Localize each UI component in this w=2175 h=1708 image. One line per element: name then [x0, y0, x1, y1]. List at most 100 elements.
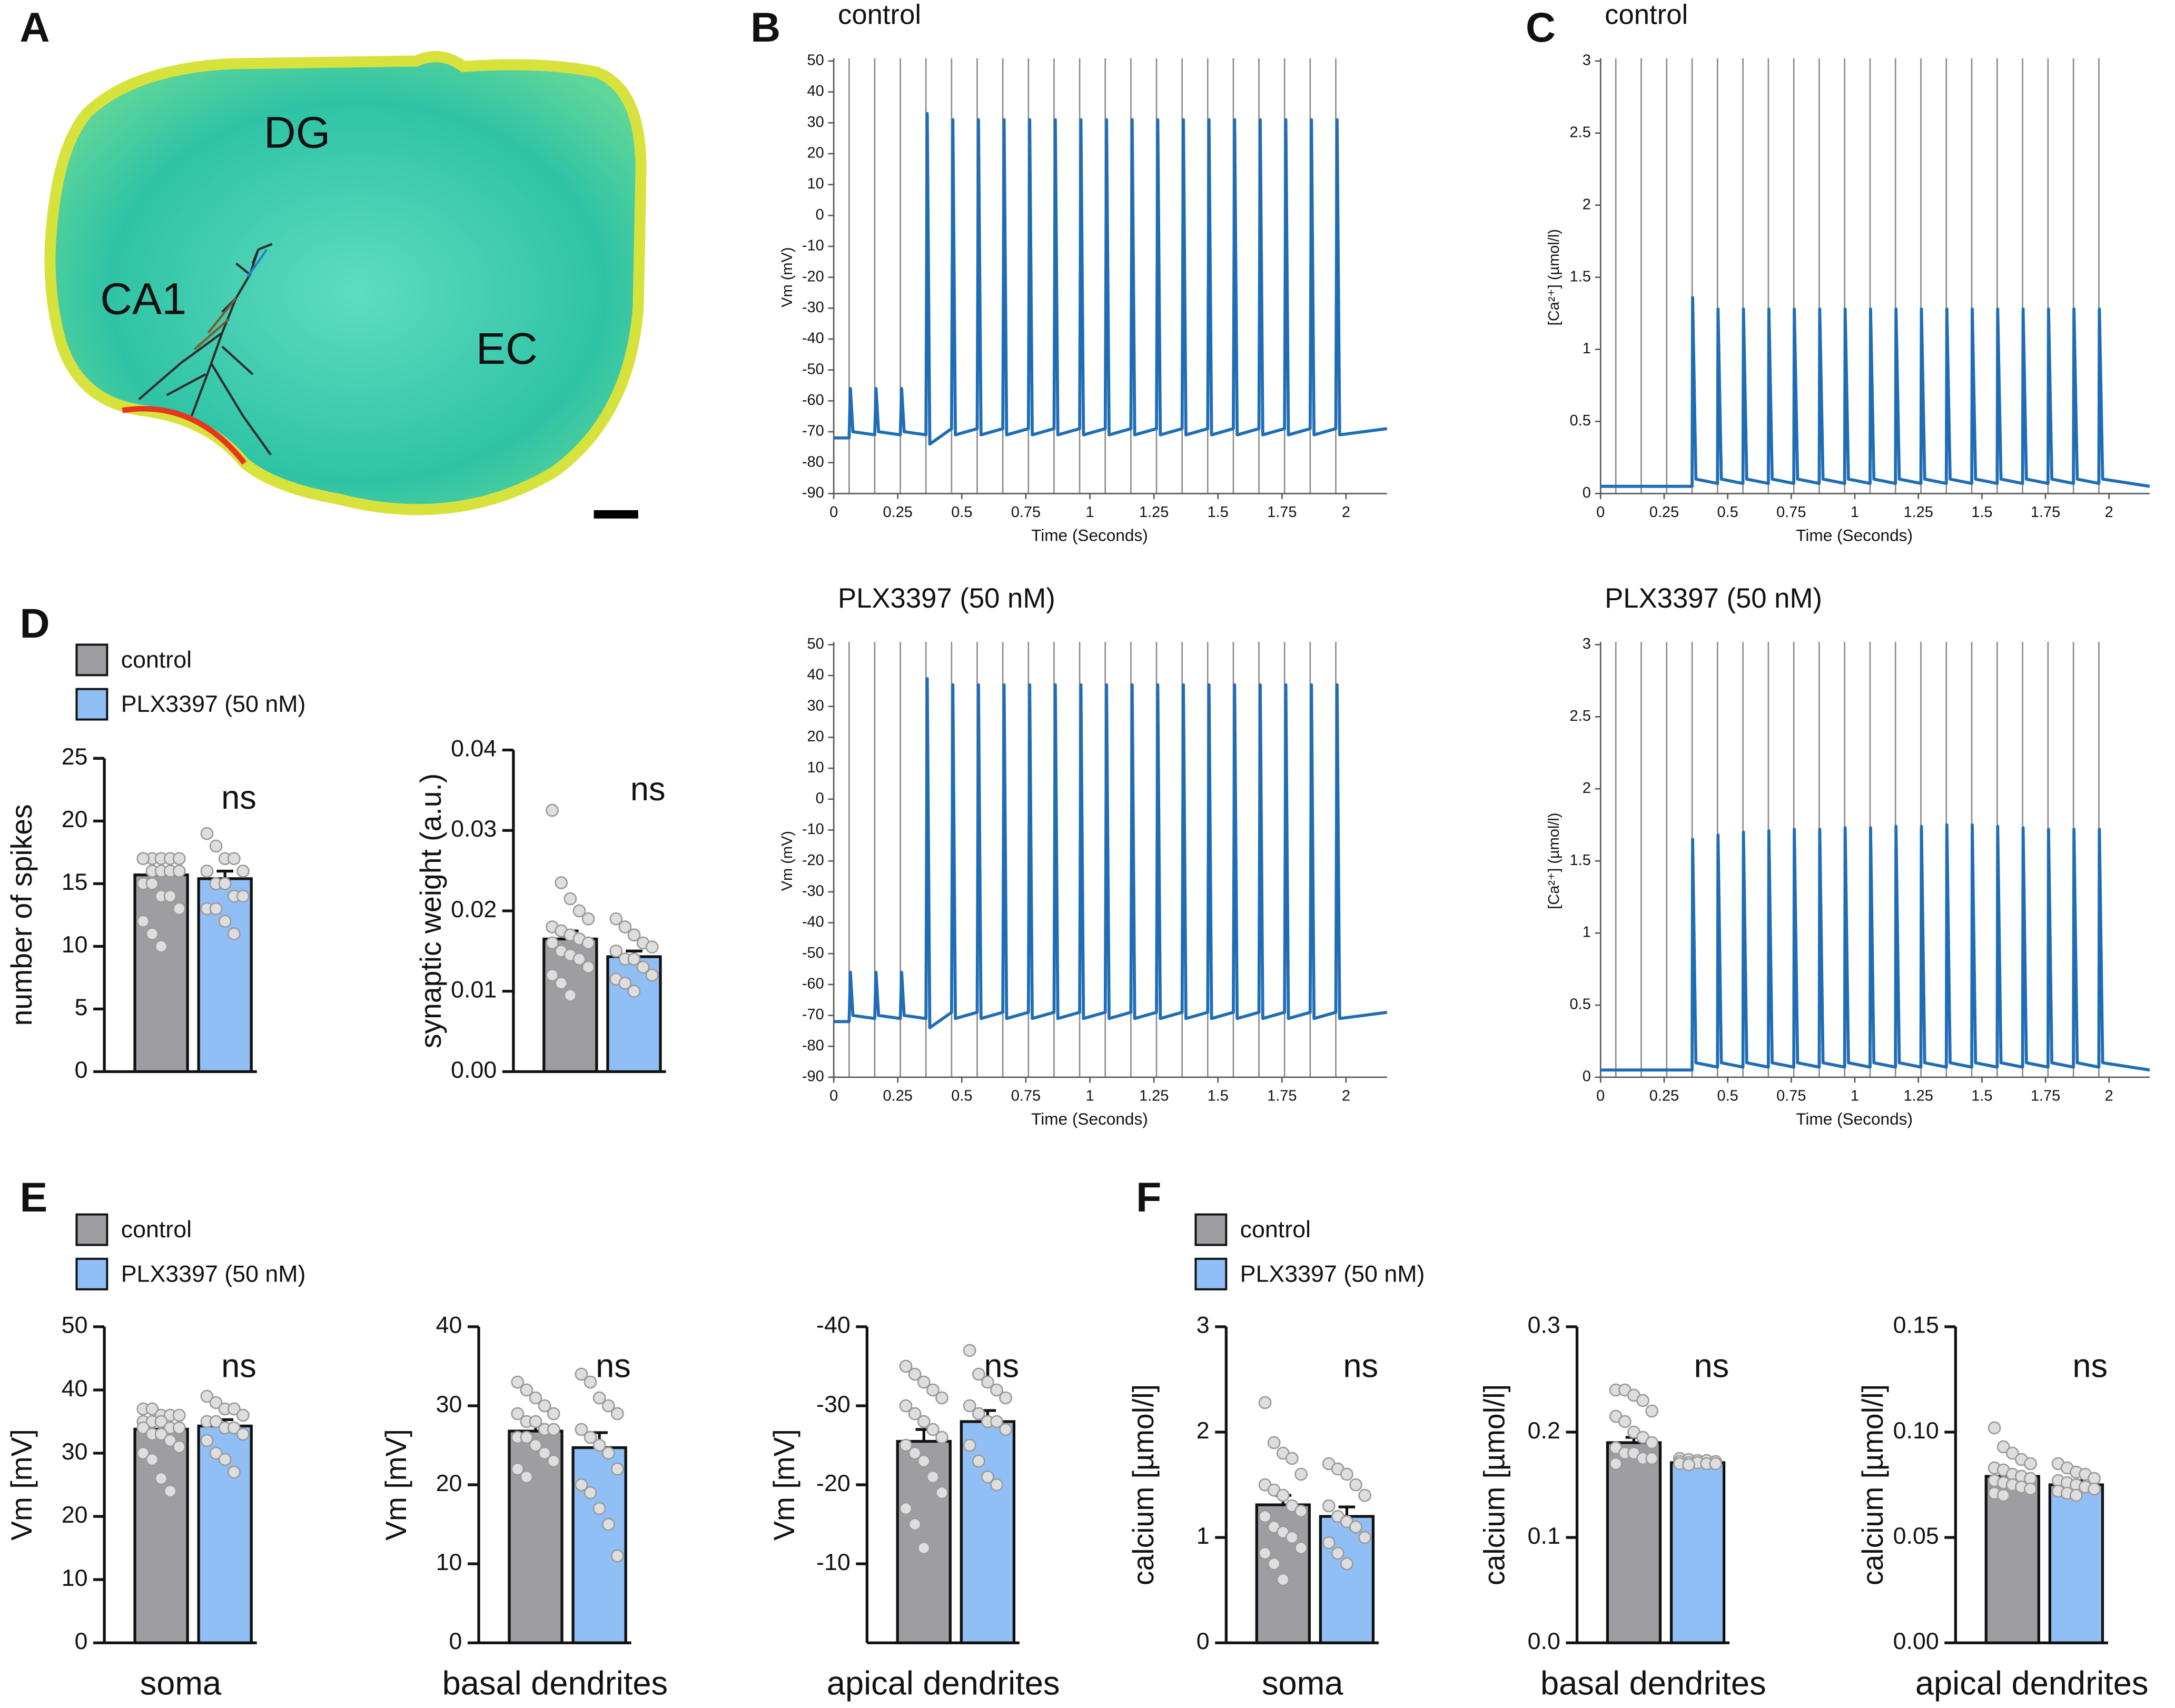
data-point	[1258, 1546, 1272, 1560]
data-point	[563, 892, 577, 906]
y-tick-label: -40	[802, 913, 824, 930]
brain-edge	[122, 406, 247, 465]
panel-label: F	[1136, 1174, 1161, 1220]
y-axis-label: [Ca²⁺] (µmol/l)	[1546, 813, 1563, 909]
y-axis-label: [Ca²⁺] (µmol/l)	[1546, 229, 1563, 325]
data-point	[645, 940, 659, 954]
data-point	[618, 977, 632, 990]
data-point	[1340, 1557, 1353, 1571]
data-point	[1645, 1404, 1659, 1418]
data-point	[163, 1434, 177, 1447]
data-point	[209, 902, 223, 916]
data-point	[172, 1421, 186, 1435]
data-point	[601, 1446, 615, 1460]
legend-label: control	[121, 1216, 192, 1243]
data-point	[200, 1389, 214, 1403]
data-point	[1358, 1531, 1371, 1544]
data-point	[538, 1446, 551, 1460]
y-tick-label: -80	[802, 1037, 824, 1054]
y-tick-label: 20	[807, 728, 824, 745]
x-axis-label: Time (Seconds)	[1031, 1109, 1148, 1128]
y-tick-label: 10	[436, 1549, 462, 1575]
chart-title: PLX3397 (50 nM)	[1605, 583, 1822, 614]
data-point	[227, 852, 241, 866]
x-axis-label: apical dendrites	[827, 1665, 1060, 1702]
bar-chart: 0 5 10 15 20 25 number of spikes ns control PLX33…	[5, 643, 306, 1083]
data-point	[145, 927, 159, 940]
x-tick-label: 1.25	[1903, 1087, 1933, 1104]
data-point	[572, 952, 586, 966]
data-point	[172, 1408, 186, 1422]
data-point	[209, 1446, 223, 1460]
data-point	[999, 1391, 1013, 1405]
data-point	[990, 1478, 1003, 1492]
data-point	[899, 1438, 913, 1452]
bar-chart: 0 10 20 30 40 50 Vm [mV] soma ns control PLX3397 (…	[5, 1213, 305, 1702]
data-point	[1349, 1478, 1362, 1492]
annotation: ns	[1343, 1348, 1378, 1385]
y-tick-label: 50	[62, 1312, 88, 1338]
legend-label: control	[1240, 1216, 1311, 1243]
y-tick-label: 1.5	[1570, 852, 1591, 869]
y-tick-label: -60	[802, 976, 824, 992]
data-point	[990, 1415, 1003, 1428]
data-point	[581, 960, 595, 974]
x-tick-label: 0.25	[1649, 504, 1679, 521]
data-point	[227, 927, 241, 940]
y-tick-label: 0.02	[451, 896, 497, 922]
y-tick-label: 40	[436, 1312, 462, 1338]
data-point	[1358, 1488, 1371, 1502]
y-tick-label: -10	[816, 1549, 851, 1575]
data-point	[136, 1446, 150, 1460]
y-tick-label: 1	[1197, 1523, 1210, 1549]
data-point	[917, 1454, 931, 1468]
y-tick-label: 10	[62, 931, 88, 958]
data-point	[1267, 1557, 1281, 1571]
data-point	[172, 1440, 186, 1454]
data-point	[1996, 1440, 2010, 1454]
y-tick-label: 0.03	[451, 816, 497, 842]
data-point	[154, 1427, 168, 1441]
data-point	[1645, 1436, 1659, 1449]
legend-swatch	[75, 1257, 108, 1290]
x-axis-label: apical dendrites	[1915, 1665, 2149, 1702]
x-tick-label: 1	[1085, 1087, 1094, 1104]
trace	[1600, 296, 2150, 488]
y-tick-label: 10	[62, 1565, 88, 1591]
y-tick-label: -90	[802, 484, 824, 501]
data-point	[145, 877, 159, 890]
y-tick-label: 15	[62, 869, 88, 895]
data-point	[627, 985, 641, 998]
annotation: ns	[596, 1348, 631, 1385]
data-point	[584, 1431, 597, 1444]
data-point	[926, 1383, 940, 1397]
y-axis-label: calcium [µmol/l]	[1856, 1384, 1889, 1585]
x-tick-label: 0.75	[1011, 1087, 1041, 1104]
y-tick-label: 0.1	[1528, 1523, 1560, 1549]
x-tick-label: 1.25	[1139, 504, 1169, 521]
x-tick-label: 1.5	[1208, 504, 1229, 521]
line-chart: PLX3397 (50 nM) 0 0.5 1 1.5 2 2.5 3 0 0.25 0.5 0.75…	[1546, 583, 2150, 1128]
data-point	[908, 1446, 922, 1460]
legend-label: PLX3397 (50 nM)	[121, 691, 306, 717]
panel-label: A	[19, 4, 50, 51]
y-tick-label: 0.3	[1528, 1312, 1560, 1338]
data-point	[610, 1549, 624, 1563]
y-axis-label: Vm (mV)	[779, 831, 796, 891]
y-tick-label: 0.15	[1893, 1312, 1939, 1338]
y-tick-label: 0.00	[451, 1057, 497, 1083]
y-tick-label: 0	[449, 1628, 462, 1654]
x-tick-label: 0	[829, 504, 838, 521]
y-tick-label: 0	[1583, 484, 1591, 501]
y-tick-label: 3	[1197, 1312, 1210, 1338]
x-tick-label: 2	[2105, 504, 2113, 521]
x-tick-label: 2	[2105, 1087, 2113, 1104]
y-tick-label: -10	[802, 237, 824, 254]
data-point	[163, 889, 177, 903]
data-point	[236, 889, 250, 903]
data-point	[227, 1402, 241, 1416]
y-tick-label: -60	[802, 392, 824, 409]
data-point	[547, 1423, 560, 1436]
